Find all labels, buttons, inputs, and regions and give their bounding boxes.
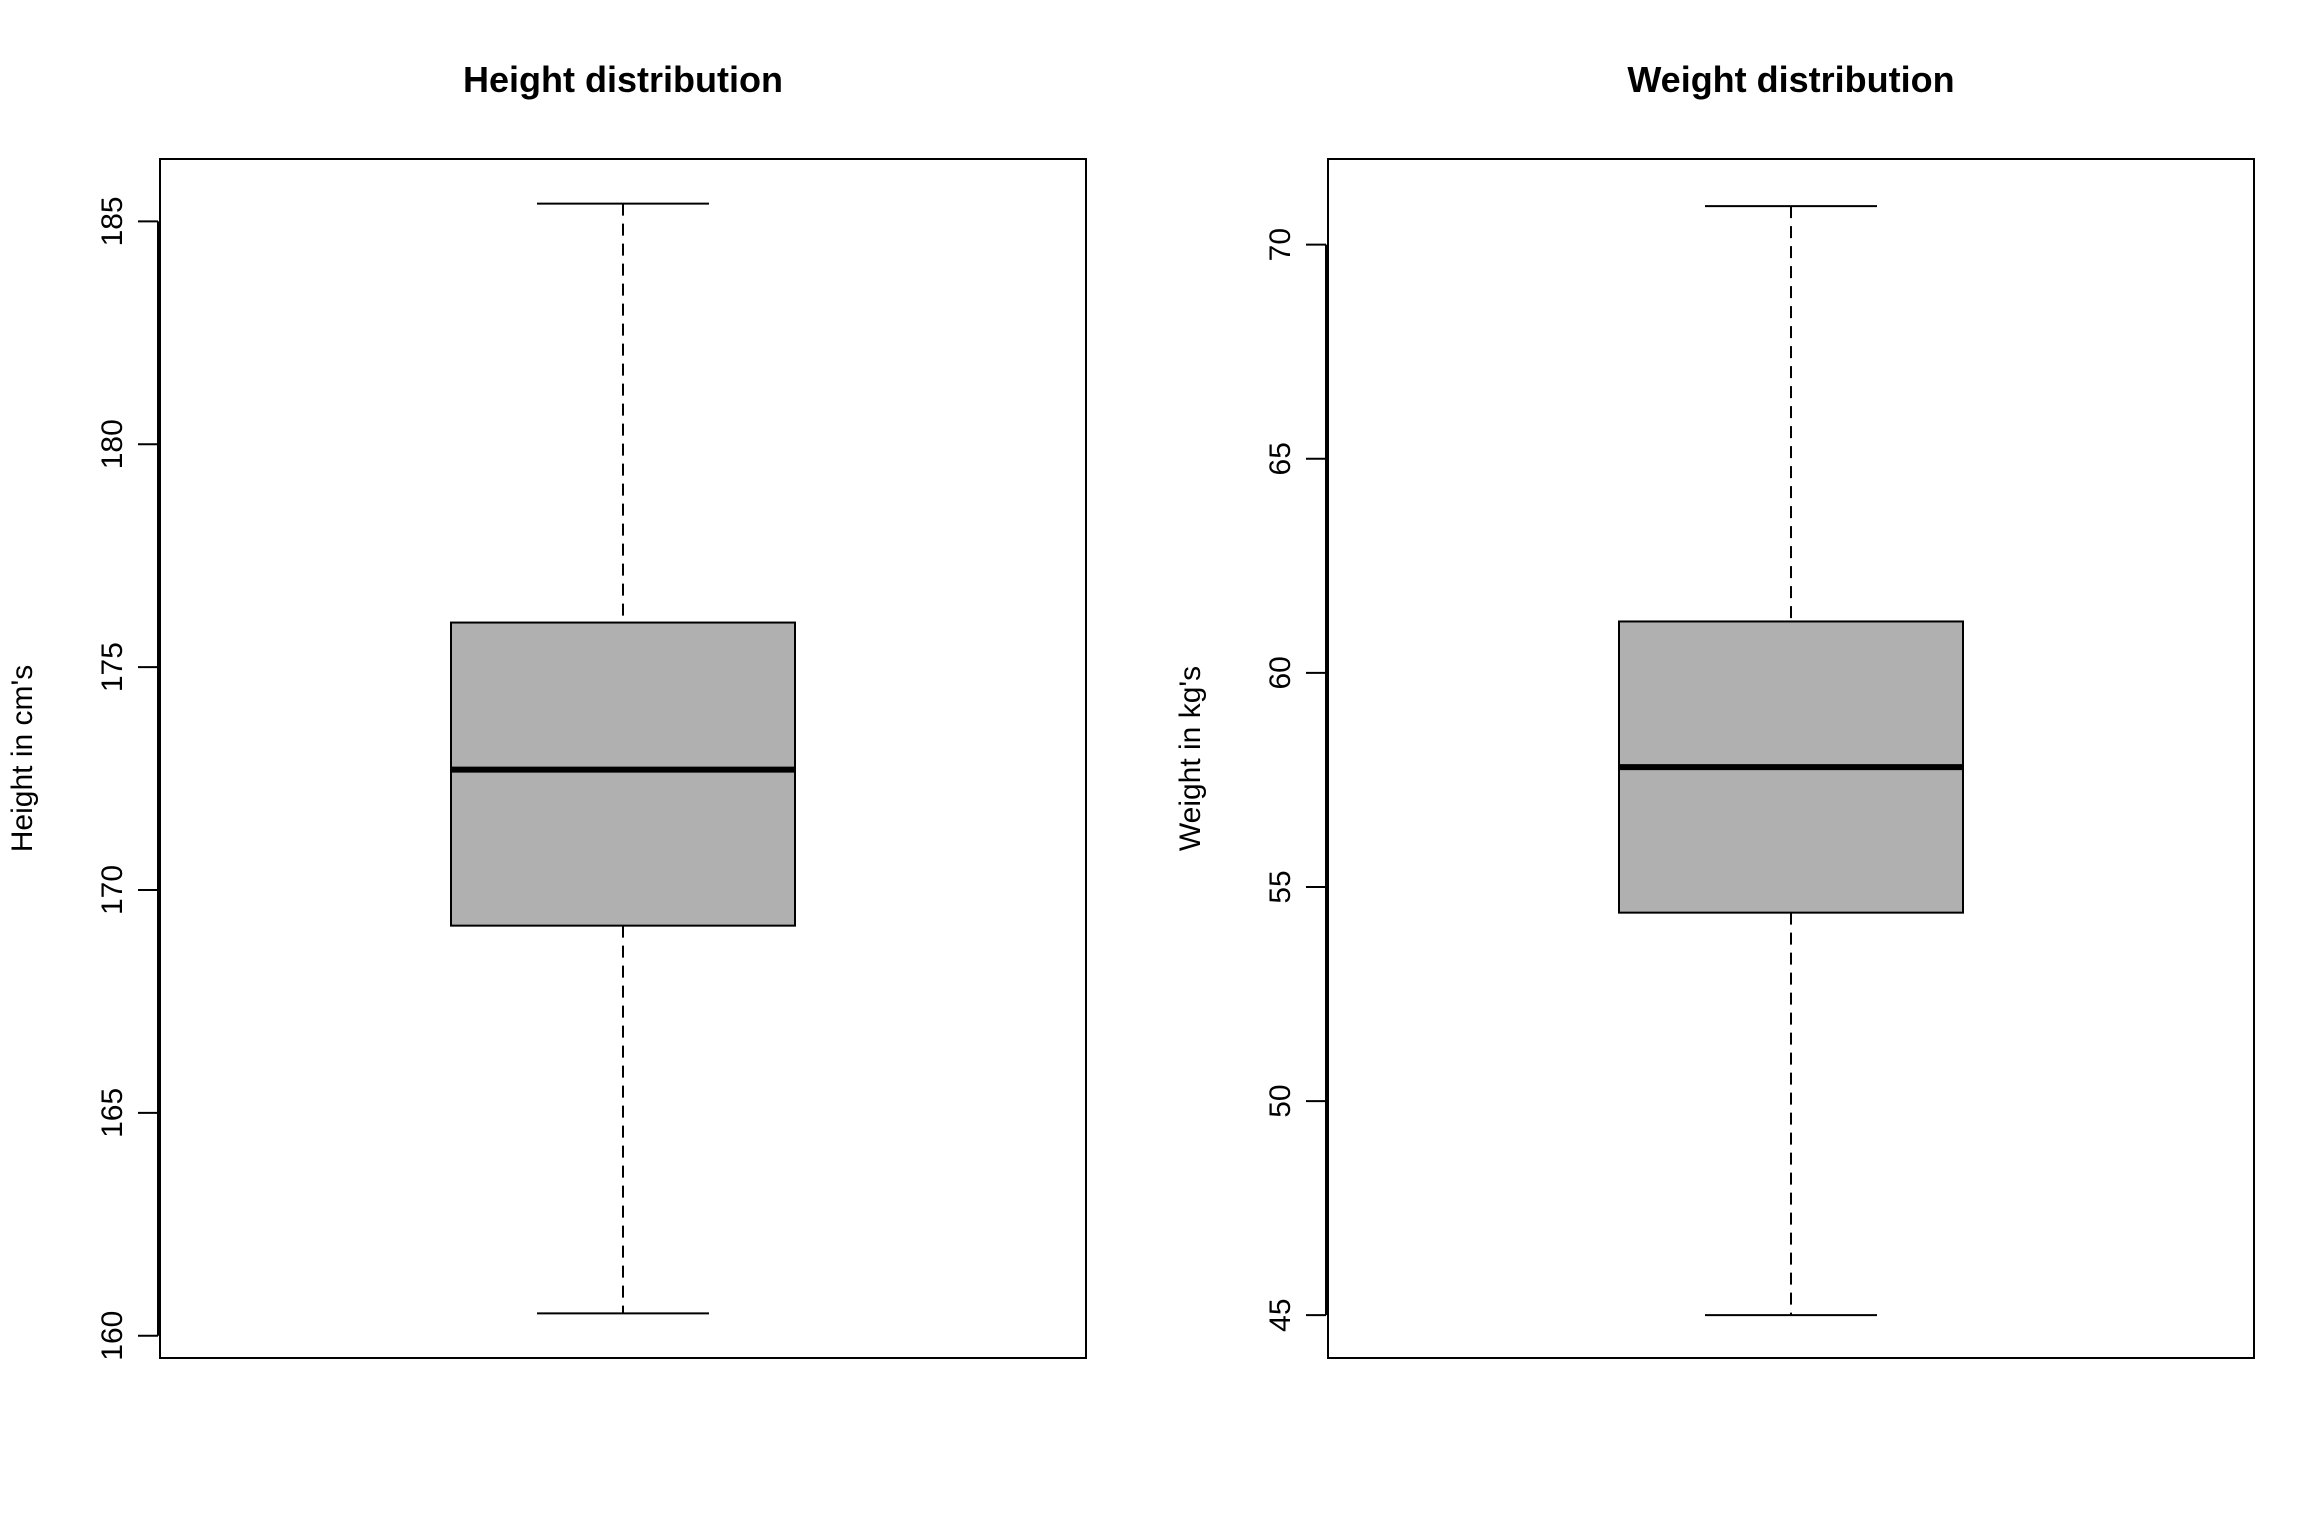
y-tick-label: 55: [1264, 870, 1297, 903]
chart-panel-2: Weight distribution 45 50 55 60 65 70 Weight in…: [1174, 59, 2255, 1359]
y-tick-label: 160: [96, 1311, 129, 1361]
iqr-box: [450, 621, 796, 927]
y-axis-label: Height in cm's: [6, 665, 39, 852]
y-tick-label: 50: [1264, 1084, 1297, 1117]
chart-panel-1: Height distribution 160 165 170 175 180 185 Hei…: [6, 59, 1087, 1361]
y-tick-label: 45: [1264, 1298, 1297, 1331]
y-tick-label: 170: [96, 865, 129, 915]
y-tick-label: 60: [1264, 656, 1297, 689]
chart-title: Height distribution: [463, 59, 783, 100]
chart-title: Weight distribution: [1627, 59, 1954, 100]
y-tick-label: 165: [96, 1088, 129, 1138]
y-tick-label: 180: [96, 419, 129, 469]
y-tick-label: 70: [1264, 228, 1297, 261]
plot-frame: [159, 158, 1087, 1359]
y-axis-label: Weight in kg's: [1174, 666, 1207, 851]
plot-frame: [1327, 158, 2255, 1359]
y-tick-label: 175: [96, 642, 129, 692]
y-tick-label: 65: [1264, 442, 1297, 475]
y-tick-label: 185: [96, 196, 129, 246]
